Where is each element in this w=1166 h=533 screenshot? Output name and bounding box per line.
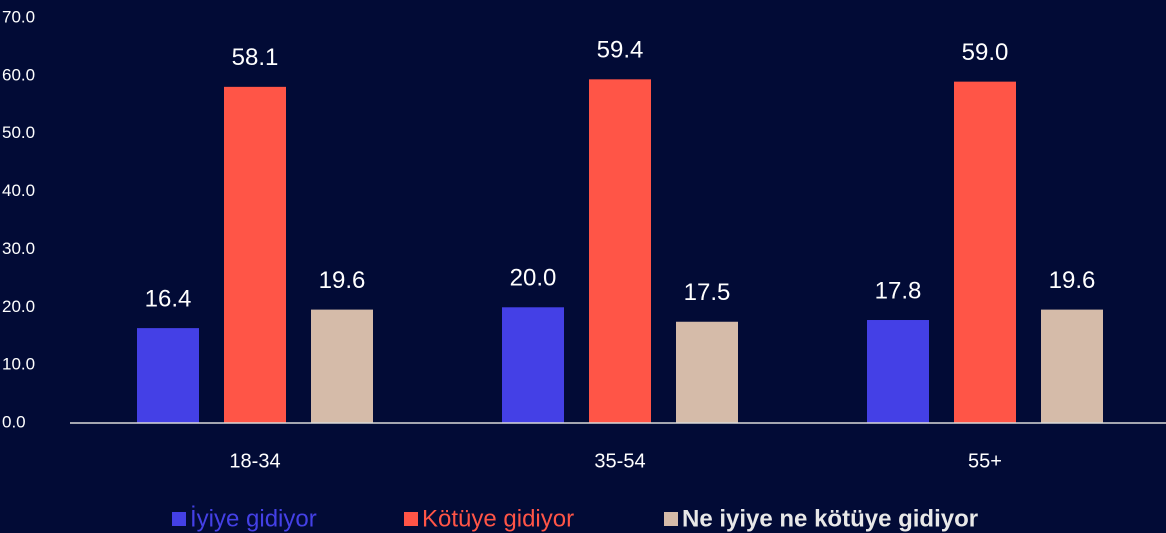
data-label: 20.0 [510, 265, 557, 292]
data-label: 59.4 [597, 37, 644, 64]
y-tick-label: 40.0 [2, 181, 35, 200]
y-tick-label: 10.0 [2, 355, 35, 374]
bar [867, 320, 929, 423]
y-tick-label: 70.0 [2, 7, 35, 26]
y-tick-label: 60.0 [2, 65, 35, 84]
bar [1041, 309, 1103, 423]
bar [589, 79, 651, 423]
y-tick-label: 20.0 [2, 297, 35, 316]
y-tick-label: 30.0 [2, 239, 35, 258]
legend-label: Ne iyiye ne kötüye gidiyor [682, 505, 978, 532]
data-label: 17.5 [684, 279, 731, 306]
bar [954, 81, 1016, 424]
data-label: 16.4 [145, 285, 192, 312]
data-label: 19.6 [319, 267, 366, 294]
legend-swatch [404, 512, 418, 526]
bar [502, 307, 564, 423]
legend-label: İyiye gidiyor [190, 505, 317, 532]
x-tick-label: 55+ [968, 450, 1002, 472]
x-tick-label: 35-54 [594, 450, 645, 472]
bar [224, 86, 286, 423]
bar [311, 309, 373, 423]
x-tick-label: 18-34 [229, 450, 280, 472]
legend-label: Kötüye gidiyor [422, 505, 574, 532]
data-label: 19.6 [1049, 267, 1096, 294]
data-label: 58.1 [232, 44, 279, 71]
y-tick-label: 0.0 [2, 412, 26, 431]
data-label: 17.8 [875, 277, 922, 304]
bar [137, 328, 199, 423]
bar [676, 321, 738, 423]
y-tick-label: 50.0 [2, 123, 35, 142]
legend-swatch [172, 512, 186, 526]
legend-swatch [664, 512, 678, 526]
data-label: 59.0 [962, 39, 1009, 66]
